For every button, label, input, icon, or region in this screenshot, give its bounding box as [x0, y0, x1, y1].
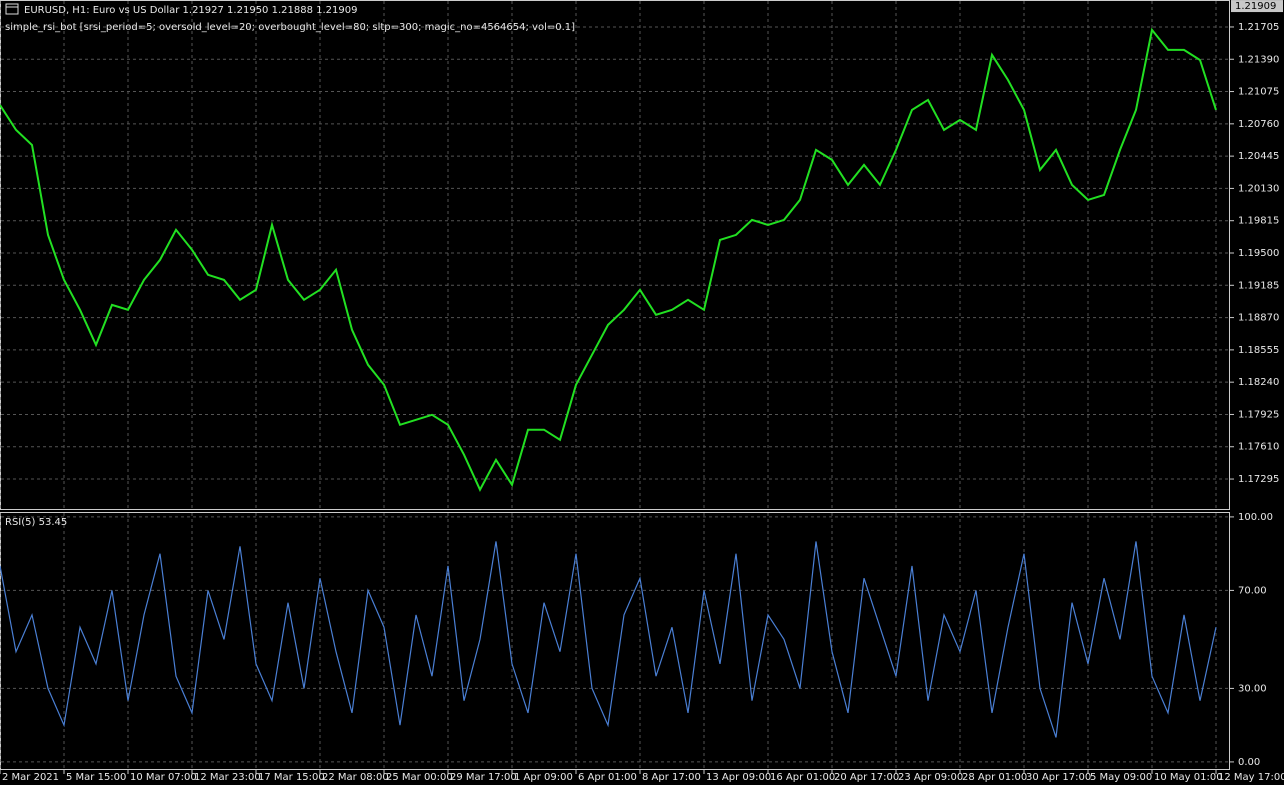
x-tick-label: 5 Mar 15:00 [66, 772, 126, 783]
series-line [0, 27, 1217, 492]
y-tick-label: 100.00 [1238, 512, 1273, 523]
x-tick-label: 12 May 17:00 [1218, 772, 1284, 783]
rsi-title: RSI(5) 53.45 [5, 517, 67, 528]
y-tick-label: 1.20130 [1238, 183, 1279, 194]
y-tick-label: 1.17925 [1238, 409, 1279, 420]
x-tick-label: 10 Mar 07:00 [130, 772, 197, 783]
last-price-tag [1231, 0, 1283, 13]
x-tick-label: 2 Mar 2021 [2, 772, 59, 783]
y-tick-label: 1.21390 [1238, 54, 1279, 65]
y-tick-label: 70.00 [1238, 585, 1267, 596]
x-tick-label: 17 Mar 15:00 [258, 772, 325, 783]
x-tick-label: 30 Apr 17:00 [1026, 772, 1091, 783]
y-tick-label: 1.17610 [1238, 442, 1279, 453]
last-price-label: 1.21909 [1235, 1, 1276, 12]
series-line [0, 541, 1217, 738]
y-tick-label: 1.20445 [1238, 151, 1279, 162]
y-tick-label: 1.19815 [1238, 216, 1279, 227]
y-tick-label: 1.21705 [1238, 22, 1279, 33]
y-tick-label: 1.18555 [1238, 345, 1279, 356]
x-tick-label: 28 Apr 01:00 [962, 772, 1027, 783]
marks [0, 1, 1229, 769]
x-tick-label: 12 Mar 23:00 [194, 772, 261, 783]
y-tick-label: 1.20760 [1238, 119, 1279, 130]
y-tick-label: 1.18870 [1238, 313, 1279, 324]
y-tick-label: 1.19500 [1238, 248, 1279, 259]
indicator-label: simple_rsi_bot [srsi_period=5; oversold_… [5, 22, 575, 33]
x-tick-label: 16 Apr 01:00 [770, 772, 835, 783]
x-tick-label: 23 Apr 09:00 [898, 772, 963, 783]
y-tick-label: 30.00 [1238, 683, 1267, 694]
x-tick-label: 25 Mar 00:00 [386, 772, 453, 783]
chart-icon [5, 3, 19, 15]
x-tick-label: 10 May 01:00 [1154, 772, 1223, 783]
x-tick-label: 13 Apr 09:00 [706, 772, 771, 783]
x-tick-label: 29 Mar 17:00 [450, 772, 517, 783]
x-tick-label: 22 Mar 08:00 [322, 772, 389, 783]
y-tick-label: 1.18240 [1238, 377, 1279, 388]
y-tick-label: 1.21075 [1238, 87, 1279, 98]
y-tick-label: 1.19185 [1238, 280, 1279, 291]
x-tick-label: 1 Apr 09:00 [514, 772, 573, 783]
x-tick-label: 20 Apr 17:00 [834, 772, 899, 783]
y-tick-label: 1.17295 [1238, 474, 1279, 485]
x-tick-label: 6 Apr 01:00 [578, 772, 637, 783]
x-tick-label: 5 May 09:00 [1090, 772, 1152, 783]
x-tick-label: 8 Apr 17:00 [642, 772, 701, 783]
y-tick-label: 0.00 [1238, 757, 1260, 768]
chart-title: EURUSD, H1: Euro vs US Dollar 1.21927 1.… [24, 5, 357, 16]
